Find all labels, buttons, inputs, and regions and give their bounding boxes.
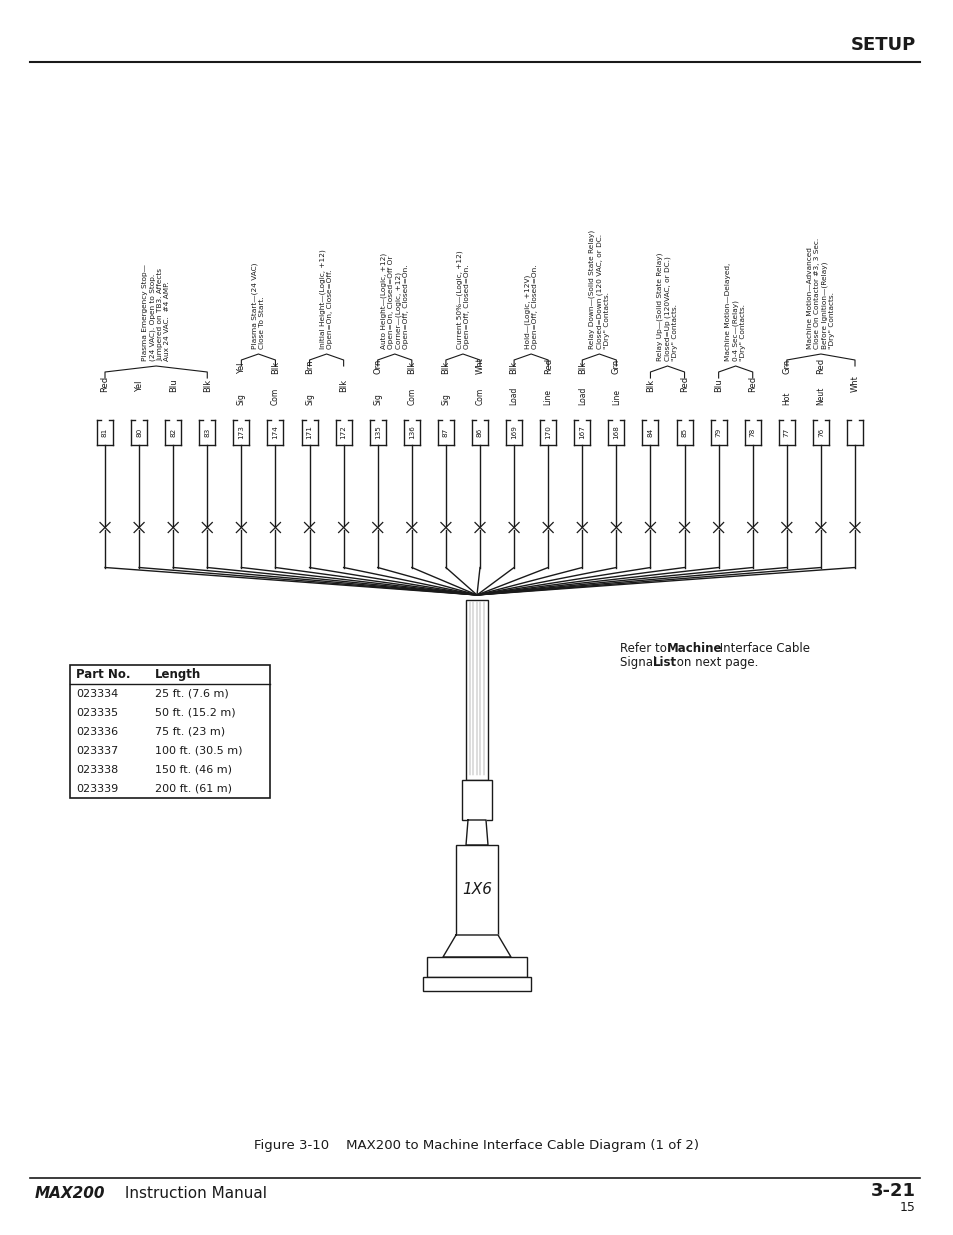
Text: 023335: 023335 <box>76 708 118 718</box>
Text: Sig: Sig <box>305 393 314 405</box>
Text: 174: 174 <box>273 426 278 440</box>
Text: 023334: 023334 <box>76 688 118 699</box>
Text: Relay Down—(Solid State Relay)
Closed=Down (120 VAC, or DC.
"Dry" Contacts.: Relay Down—(Solid State Relay) Closed=Do… <box>588 230 609 350</box>
Text: Red: Red <box>100 375 110 391</box>
Text: 86: 86 <box>476 427 482 437</box>
Text: Part No.: Part No. <box>76 668 131 680</box>
Text: Load: Load <box>578 387 586 405</box>
Text: on next page.: on next page. <box>672 656 758 669</box>
Text: Wht: Wht <box>850 375 859 391</box>
Text: Blk: Blk <box>578 361 586 374</box>
Text: Sig: Sig <box>373 393 382 405</box>
Text: 3-21: 3-21 <box>870 1182 915 1200</box>
Text: Red: Red <box>679 375 688 391</box>
Text: 169: 169 <box>511 426 517 440</box>
Bar <box>427 957 526 977</box>
Text: Neut: Neut <box>816 387 824 405</box>
Bar <box>461 781 492 820</box>
Text: Blu: Blu <box>169 378 177 391</box>
Text: Length: Length <box>154 668 201 680</box>
Text: 136: 136 <box>409 426 415 440</box>
Text: 168: 168 <box>613 426 618 440</box>
Text: Current 50%—(Logic, +12)
Open=Off, Closed=On.: Current 50%—(Logic, +12) Open=Off, Close… <box>456 251 469 350</box>
Bar <box>422 977 531 990</box>
Text: Plasma Emergency Stop—
(24 VAC). Open to Stop.
Jumpered on TB3. Affects
Aux 24 V: Plasma Emergency Stop— (24 VAC). Open to… <box>142 264 170 361</box>
Text: Blk: Blk <box>338 379 348 391</box>
Text: Wht: Wht <box>475 357 484 374</box>
Text: Blk: Blk <box>441 361 450 374</box>
Text: Signal: Signal <box>619 656 659 669</box>
Text: 173: 173 <box>238 426 244 440</box>
Text: 023336: 023336 <box>76 726 118 736</box>
Text: 135: 135 <box>375 426 380 440</box>
Text: Blk: Blk <box>203 379 212 391</box>
Text: Grn: Grn <box>781 358 790 374</box>
Text: 81: 81 <box>102 427 108 437</box>
Text: SETUP: SETUP <box>850 36 915 54</box>
Text: Plasma Start—(24 VAC)
Close To Start.: Plasma Start—(24 VAC) Close To Start. <box>252 263 265 350</box>
Text: 100 ft. (30.5 m): 100 ft. (30.5 m) <box>154 746 242 756</box>
Text: Line: Line <box>611 389 620 405</box>
Text: Com: Com <box>407 388 416 405</box>
Text: Initial Height—(Logic, +12)
Open=On, Close=Off.: Initial Height—(Logic, +12) Open=On, Clo… <box>319 249 333 350</box>
Text: 82: 82 <box>170 427 176 437</box>
Text: 79: 79 <box>715 427 720 437</box>
Text: Red: Red <box>747 375 757 391</box>
Text: Blk: Blk <box>645 379 655 391</box>
Text: Line: Line <box>543 389 552 405</box>
Text: 83: 83 <box>204 427 210 437</box>
Text: Blk: Blk <box>407 361 416 374</box>
Text: 023339: 023339 <box>76 783 118 794</box>
Text: 171: 171 <box>306 426 313 440</box>
Text: 172: 172 <box>340 426 346 440</box>
Text: 78: 78 <box>749 427 755 437</box>
Text: 84: 84 <box>647 427 653 437</box>
Text: Blk: Blk <box>509 361 518 374</box>
Text: Machine Motion—Advanced
Close On Contactor #3, 3 Sec.
Before Ignition—(Relay)
"D: Machine Motion—Advanced Close On Contact… <box>806 238 834 350</box>
Text: Grn: Grn <box>611 358 620 374</box>
Text: Relay Up—(Solid State Relay)
Closed=Up (120VAC, or DC.)
"Dry" Contacts.: Relay Up—(Solid State Relay) Closed=Up (… <box>657 252 678 361</box>
Text: Auto Height—(Logic, +12)
Open=On, Closed=Off Or
Corner—(Logic, +12)
Open=Off, Cl: Auto Height—(Logic, +12) Open=On, Closed… <box>380 253 408 350</box>
Text: MAX200: MAX200 <box>35 1186 106 1200</box>
Text: Sig: Sig <box>236 393 246 405</box>
Bar <box>465 600 488 781</box>
Text: Blk: Blk <box>271 361 279 374</box>
Text: Yel: Yel <box>236 363 246 374</box>
Text: Machine Motion—Delayed,
0-4 Sec—(Relay)
"Dry" Contacts.: Machine Motion—Delayed, 0-4 Sec—(Relay) … <box>724 263 745 361</box>
Text: Instruction Manual: Instruction Manual <box>120 1186 267 1200</box>
Text: 50 ft. (15.2 m): 50 ft. (15.2 m) <box>154 708 235 718</box>
Text: Hot: Hot <box>781 391 790 405</box>
Text: Load: Load <box>509 387 518 405</box>
Text: 85: 85 <box>680 427 687 437</box>
Text: Hold—(Logic, +12V)
Open=Off, Closed=On.: Hold—(Logic, +12V) Open=Off, Closed=On. <box>524 264 537 350</box>
Text: Figure 3-10    MAX200 to Machine Interface Cable Diagram (1 of 2): Figure 3-10 MAX200 to Machine Interface … <box>254 1139 699 1151</box>
Text: List: List <box>652 656 677 669</box>
Text: 15: 15 <box>900 1202 915 1214</box>
Text: 80: 80 <box>136 427 142 437</box>
Text: Blu: Blu <box>714 378 722 391</box>
Text: Machine: Machine <box>666 642 721 655</box>
Text: 167: 167 <box>578 426 584 440</box>
Polygon shape <box>465 820 488 845</box>
Text: 76: 76 <box>817 427 823 437</box>
Text: 75 ft. (23 m): 75 ft. (23 m) <box>154 726 225 736</box>
Text: Orn: Orn <box>373 358 382 374</box>
Text: 25 ft. (7.6 m): 25 ft. (7.6 m) <box>154 688 229 699</box>
Text: 200 ft. (61 m): 200 ft. (61 m) <box>154 783 232 794</box>
Text: Com: Com <box>475 388 484 405</box>
Text: Yel: Yel <box>134 380 144 391</box>
Bar <box>456 845 497 935</box>
Text: 150 ft. (46 m): 150 ft. (46 m) <box>154 764 232 774</box>
Text: 023337: 023337 <box>76 746 118 756</box>
Polygon shape <box>442 935 511 957</box>
Text: Interface Cable: Interface Cable <box>716 642 809 655</box>
Text: 1X6: 1X6 <box>461 883 492 898</box>
Text: Com: Com <box>271 388 279 405</box>
Text: Sig: Sig <box>441 393 450 405</box>
Text: 170: 170 <box>544 426 551 440</box>
Text: Refer to: Refer to <box>619 642 670 655</box>
Text: Brn: Brn <box>305 359 314 374</box>
Text: Red: Red <box>543 358 552 374</box>
Text: 77: 77 <box>783 427 789 437</box>
Text: 87: 87 <box>442 427 449 437</box>
